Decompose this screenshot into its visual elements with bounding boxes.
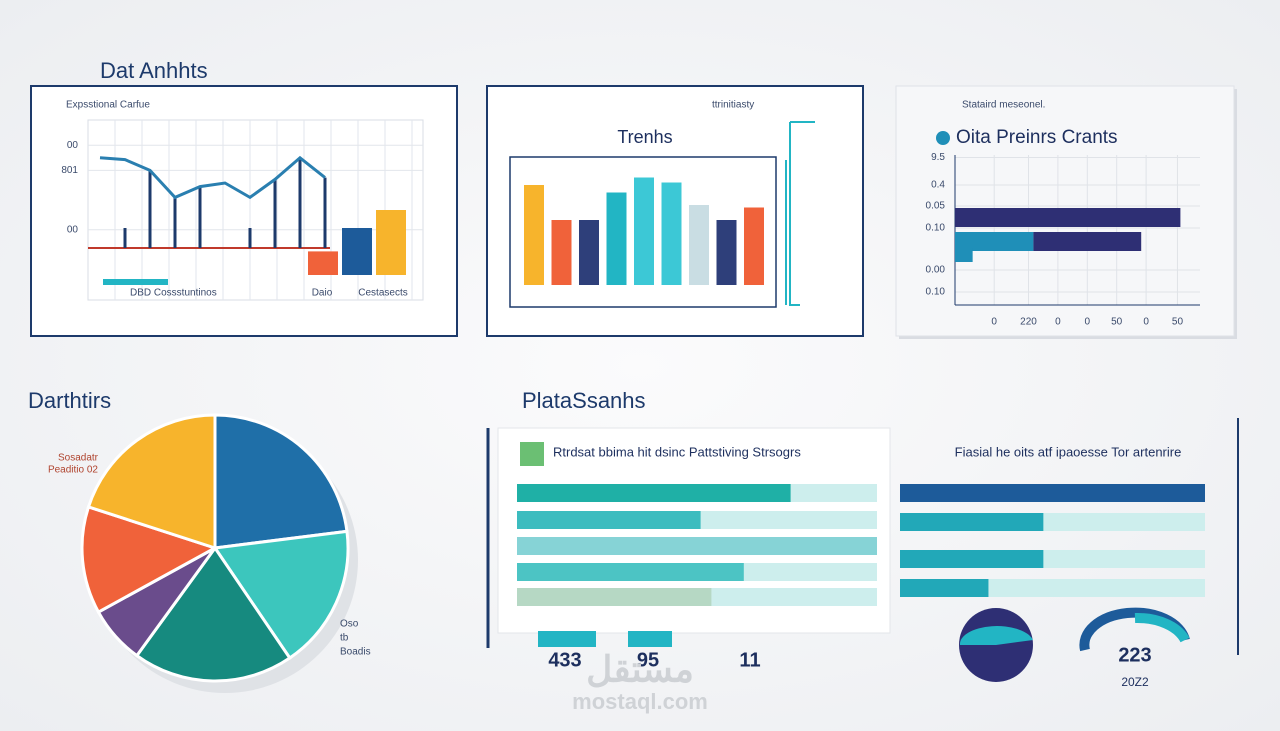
watermark: مستقل [586, 649, 694, 690]
y-tick-label: 9.5 [931, 152, 945, 163]
bar [744, 207, 764, 285]
label: Stataird meseonel. [962, 100, 1045, 111]
stat-chip [628, 631, 672, 647]
bar [900, 513, 1044, 531]
stat: 95 [637, 649, 659, 671]
stem [148, 170, 152, 248]
y-tick-label: 00 [67, 224, 79, 235]
chart-title: Rtrdsat bbima hit dsinc Pattstiving Strs… [553, 444, 801, 459]
pie-slice [212, 529, 350, 661]
stem [198, 186, 202, 248]
stem [298, 157, 302, 248]
heading: Dat Anhhts [100, 58, 208, 83]
bar [524, 185, 544, 285]
y-tick-label: 0.4 [931, 180, 945, 191]
bracket [785, 121, 815, 306]
pie-label: Sosadatr [58, 453, 99, 464]
stem [123, 228, 127, 248]
heading: PlataSsanhs [522, 388, 646, 413]
y-tick-label: 0.05 [926, 201, 946, 212]
bar [661, 182, 682, 285]
bar [955, 208, 1181, 227]
stem [173, 197, 177, 248]
pie-slice [80, 505, 219, 615]
bar [606, 192, 627, 285]
plot-frame [87, 119, 424, 301]
chart-title: Fiasial he oits atf ipaoesse Tor artenri… [955, 444, 1182, 459]
donut-icon [959, 626, 1033, 645]
stat: 223 [1118, 644, 1151, 666]
stat: 433 [548, 649, 581, 671]
x-tick-label: 0 [1143, 317, 1149, 328]
x-tick-label: 0 [1055, 317, 1061, 328]
title-dot [936, 131, 950, 145]
icon [520, 442, 544, 466]
block-bar [342, 228, 372, 275]
y-tick-label: 0.10 [926, 287, 946, 298]
heading: Darthtirs [28, 388, 111, 413]
pie-slice [86, 413, 217, 551]
x-label: DBD Cossstuntinos [130, 288, 217, 299]
bar [517, 563, 744, 581]
bar [517, 588, 712, 606]
block-bar [308, 251, 338, 275]
marker [103, 279, 168, 285]
pie-slice [213, 413, 349, 550]
pie-label: Peaditio 02 [48, 465, 98, 476]
stem [248, 228, 252, 248]
stat: 11 [739, 649, 760, 671]
x-label: Daio [312, 288, 333, 299]
label: ttrinitiasty [712, 100, 754, 111]
bar [1033, 232, 1142, 251]
y-tick-label: 0.00 [926, 265, 946, 276]
y-tick-label: 801 [61, 165, 78, 176]
bar [900, 484, 1205, 502]
bar [955, 232, 1034, 251]
pie-label: Boadis [340, 647, 371, 658]
x-tick-label: 220 [1020, 317, 1037, 328]
watermark: mostaql.com [572, 689, 708, 714]
block-bar [376, 210, 406, 275]
bar [579, 220, 599, 285]
bar [900, 579, 989, 597]
pie-slice [134, 545, 292, 683]
chart-title: Oita Preinrs Crants [956, 127, 1118, 148]
x-tick-label: 50 [1111, 317, 1123, 328]
y-tick-label: 00 [67, 140, 79, 151]
bar [517, 484, 791, 502]
stem [323, 177, 327, 248]
bar [551, 220, 572, 285]
stat-chip [538, 631, 596, 647]
bar [634, 177, 654, 285]
x-label: Cestasects [358, 288, 407, 299]
stat: 20Z2 [1121, 675, 1149, 689]
bar [955, 248, 973, 262]
x-tick-label: 50 [1172, 317, 1184, 328]
pie-label: Oso [340, 619, 359, 630]
y-tick-label: 0.10 [926, 223, 946, 234]
line [99, 155, 326, 200]
x-tick-label: 0 [1085, 317, 1091, 328]
chart-title: Trenhs [617, 127, 672, 147]
pie-label: tb [340, 633, 349, 644]
x-tick-label: 0 [991, 317, 997, 328]
stem [273, 179, 277, 248]
gauge-icon [1134, 612, 1190, 643]
subtitle: Expsstional Carfue [66, 100, 150, 111]
bar [716, 220, 737, 285]
bar [517, 537, 877, 555]
bar [689, 205, 709, 285]
bar [900, 550, 1044, 568]
bar [517, 511, 701, 529]
